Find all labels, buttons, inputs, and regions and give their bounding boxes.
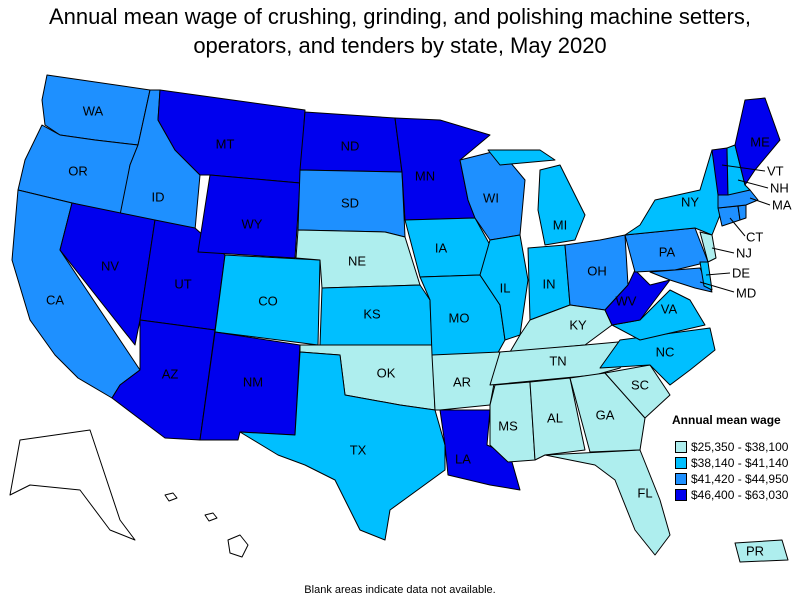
state-DE[interactable] (699, 261, 713, 291)
label-NH: NH (770, 180, 789, 195)
label-WI: WI (483, 190, 499, 205)
legend-swatch (675, 473, 687, 485)
state-GA[interactable] (569, 372, 646, 453)
label-AR: AR (453, 374, 471, 389)
label-WY: WY (242, 216, 263, 231)
state-AK[interactable] (9, 429, 136, 541)
label-OH: OH (587, 263, 607, 278)
label-VA: VA (661, 301, 678, 316)
label-NV: NV (101, 258, 119, 273)
state-IL[interactable] (479, 234, 529, 341)
label-PA: PA (659, 244, 676, 259)
label-SD: SD (341, 195, 359, 210)
label-TN: TN (549, 353, 566, 368)
label-OR: OR (68, 163, 88, 178)
state-TX[interactable] (239, 351, 446, 541)
label-LA: LA (455, 451, 471, 466)
state-IA[interactable] (404, 217, 491, 278)
label-KY: KY (569, 317, 587, 332)
state-CT[interactable] (717, 205, 741, 227)
label-WV: WV (616, 293, 637, 308)
legend-item: $38,140 - $41,140 (675, 456, 788, 470)
label-UT: UT (174, 276, 191, 291)
label-ME: ME (750, 134, 770, 149)
leader-NH (737, 179, 769, 189)
label-VT: VT (767, 163, 784, 178)
label-MS: MS (498, 418, 518, 433)
label-DE: DE (732, 265, 750, 280)
legend-label: $25,350 - $38,100 (691, 440, 789, 454)
label-CA: CA (46, 292, 64, 307)
legend-item: $25,350 - $38,100 (675, 440, 788, 454)
label-MD: MD (736, 285, 756, 300)
label-AZ: AZ (162, 366, 179, 381)
label-PR: PR (746, 543, 764, 558)
state-TN[interactable] (489, 339, 641, 386)
label-ID: ID (152, 189, 165, 204)
label-NM: NM (243, 374, 263, 389)
label-MN: MN (415, 168, 435, 183)
legend-item: $41,420 - $44,950 (675, 472, 788, 486)
label-NE: NE (348, 253, 366, 268)
state-PR[interactable] (734, 539, 789, 563)
state-HI[interactable] (164, 492, 249, 558)
legend-label: $46,400 - $63,030 (691, 488, 789, 502)
leader-NJ (711, 247, 735, 254)
state-AL[interactable] (529, 377, 586, 461)
state-LA[interactable] (439, 409, 521, 491)
legend-swatch (675, 457, 687, 469)
state-MD[interactable] (649, 267, 713, 293)
legend-title: Annual mean wage (672, 413, 781, 427)
label-SC: SC (631, 377, 649, 392)
label-FL: FL (637, 485, 652, 500)
leader-VT (721, 164, 766, 172)
state-NC[interactable] (599, 327, 716, 386)
legend-swatch (675, 489, 687, 501)
legend-label: $38,140 - $41,140 (691, 456, 789, 470)
label-AL: AL (547, 410, 563, 425)
state-WV[interactable] (604, 269, 671, 326)
state-SC[interactable] (604, 364, 671, 419)
state-RI[interactable] (737, 204, 747, 221)
label-MI: MI (553, 217, 567, 232)
legend-item: $46,400 - $63,030 (675, 488, 788, 502)
label-NY: NY (681, 194, 699, 209)
map-title: Annual mean wage of crushing, grinding, … (49, 4, 751, 58)
label-KS: KS (363, 306, 381, 321)
label-ND: ND (341, 138, 360, 153)
legend-label: $41,420 - $44,950 (691, 472, 789, 486)
leader-MA (749, 197, 771, 206)
label-GA: GA (596, 407, 615, 422)
leader-CT (729, 217, 746, 237)
state-WY[interactable] (197, 174, 301, 259)
label-NJ: NJ (736, 245, 752, 260)
label-IL: IL (500, 280, 511, 295)
legend-swatch (675, 441, 687, 453)
label-CT: CT (746, 229, 763, 244)
label-WA: WA (83, 103, 104, 118)
state-MI[interactable] (487, 149, 586, 246)
state-ME[interactable] (734, 97, 781, 186)
leader-DE (705, 272, 731, 276)
state-NJ[interactable] (699, 231, 717, 263)
label-MO: MO (449, 310, 470, 325)
label-CO: CO (258, 293, 278, 308)
state-AR[interactable] (431, 351, 501, 411)
label-MA: MA (772, 197, 792, 212)
label-IN: IN (543, 276, 556, 291)
footnote: Blank areas indicate data not available. (304, 584, 496, 596)
label-MT: MT (216, 136, 235, 151)
label-IA: IA (435, 240, 448, 255)
leader-MD (699, 281, 735, 293)
state-FL[interactable] (544, 449, 671, 556)
label-TX: TX (350, 442, 367, 457)
label-OK: OK (377, 365, 396, 380)
state-NY[interactable] (624, 149, 723, 236)
label-NC: NC (656, 344, 675, 359)
state-NV[interactable] (59, 202, 156, 346)
